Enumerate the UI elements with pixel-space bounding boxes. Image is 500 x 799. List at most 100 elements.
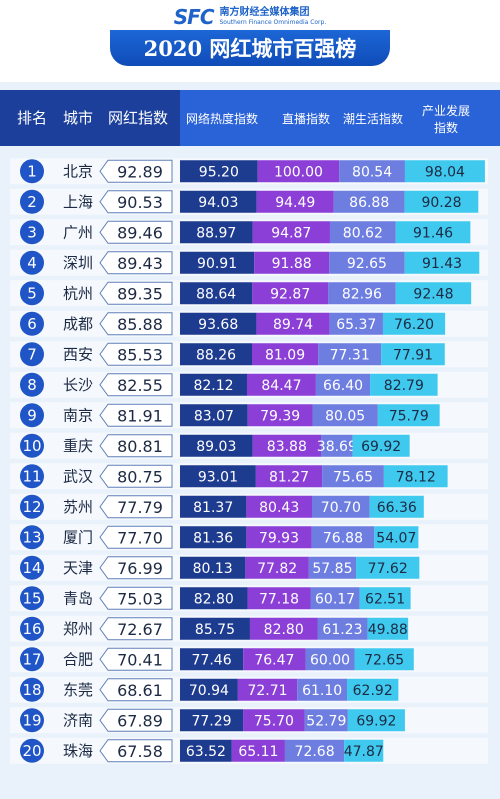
bar-live bbox=[249, 617, 318, 640]
bar-industry bbox=[377, 404, 440, 427]
bar-industry-label: 98.04 bbox=[425, 164, 465, 180]
rank-badge bbox=[20, 494, 44, 519]
bar-live bbox=[256, 190, 334, 213]
bar-live-label: 83.88 bbox=[267, 439, 307, 455]
bar-heat-label: 81.36 bbox=[193, 530, 233, 546]
index-value: 80.75 bbox=[117, 467, 163, 486]
bar-life-label: 52.79 bbox=[306, 713, 346, 729]
bar-life-label: 75.65 bbox=[333, 469, 373, 485]
bar-industry bbox=[359, 587, 411, 610]
city-label: 重庆 bbox=[63, 437, 93, 455]
index-tag bbox=[99, 434, 173, 458]
bar-heat-label: 81.37 bbox=[193, 500, 233, 516]
index-value: 89.35 bbox=[117, 284, 163, 303]
rank-label: 10 bbox=[22, 437, 41, 455]
bar-live-label: 94.87 bbox=[271, 225, 311, 241]
bar-heat-label: 85.75 bbox=[195, 622, 235, 638]
city-label: 厦门 bbox=[63, 528, 93, 546]
bar-life-label: 61.23 bbox=[322, 622, 362, 638]
index-value: 77.79 bbox=[117, 498, 163, 517]
index-tag bbox=[99, 403, 173, 427]
bar-live-label: 80.43 bbox=[259, 500, 299, 516]
bar-live-label: 79.93 bbox=[259, 530, 299, 546]
city-label: 合肥 bbox=[63, 650, 93, 668]
index-tag bbox=[99, 373, 173, 397]
bar-heat-label: 82.80 bbox=[194, 591, 234, 607]
bar-industry bbox=[404, 190, 479, 213]
city-label: 成都 bbox=[63, 315, 93, 333]
bar-industry-label: 90.28 bbox=[421, 195, 461, 211]
bar-live bbox=[243, 709, 305, 732]
index-tag bbox=[99, 495, 173, 519]
bar-life-label: 92.65 bbox=[347, 256, 387, 272]
rank-badge bbox=[20, 159, 44, 184]
city-label: 苏州 bbox=[63, 498, 93, 516]
bar-life bbox=[308, 556, 357, 579]
bar-life-label: 66.40 bbox=[323, 378, 363, 394]
header-industry-line2: 指数 bbox=[434, 120, 458, 135]
rank-badge bbox=[20, 677, 44, 702]
bar-live-label: 65.11 bbox=[238, 744, 278, 760]
bar-industry-label: 82.79 bbox=[384, 378, 424, 394]
bar-heat-label: 70.94 bbox=[189, 683, 229, 699]
bar-live-label: 72.71 bbox=[247, 683, 287, 699]
index-tag bbox=[99, 159, 173, 183]
rank-label: 5 bbox=[27, 284, 37, 302]
rank-label: 18 bbox=[22, 681, 41, 699]
bar-heat bbox=[180, 343, 253, 366]
rank-badge bbox=[20, 647, 44, 672]
bar-live bbox=[254, 251, 330, 274]
bar-industry-label: 54.07 bbox=[376, 530, 416, 546]
rank-label: 19 bbox=[22, 711, 41, 729]
rank-label: 9 bbox=[27, 406, 37, 424]
bar-live bbox=[246, 495, 312, 518]
index-value: 81.91 bbox=[117, 406, 163, 425]
bar-live-label: 89.74 bbox=[273, 317, 313, 333]
bar-heat-label: 88.64 bbox=[196, 286, 236, 302]
bar-heat bbox=[180, 678, 238, 701]
bar-life bbox=[311, 526, 375, 549]
rank-badge bbox=[20, 250, 44, 275]
city-label: 武汉 bbox=[63, 467, 93, 485]
bar-life-label: 70.70 bbox=[321, 500, 361, 516]
bar-heat bbox=[180, 312, 257, 335]
bar-live bbox=[252, 221, 330, 244]
bar-heat-label: 93.68 bbox=[198, 317, 238, 333]
bar-heat bbox=[180, 556, 246, 579]
column-header-metrics-bg bbox=[180, 90, 500, 146]
bar-heat-label: 88.97 bbox=[196, 225, 236, 241]
bar-heat bbox=[180, 526, 247, 549]
bar-industry-label: 77.91 bbox=[393, 347, 433, 363]
city-label: 北京 bbox=[63, 162, 93, 180]
bar-heat bbox=[180, 282, 253, 305]
rank-badge bbox=[20, 738, 44, 763]
index-tag bbox=[99, 251, 173, 275]
bar-industry bbox=[356, 556, 420, 579]
bar-live-label: 81.27 bbox=[269, 469, 309, 485]
index-tag bbox=[99, 312, 173, 336]
rank-badge bbox=[20, 616, 44, 641]
index-value: 75.03 bbox=[117, 589, 163, 608]
bar-heat-label: 77.29 bbox=[191, 713, 231, 729]
city-label: 杭州 bbox=[63, 284, 93, 302]
bar-live bbox=[231, 739, 285, 762]
header-heat: 网络热度指数 bbox=[186, 111, 258, 126]
rank-label: 4 bbox=[27, 254, 37, 272]
bar-industry-label: 91.43 bbox=[422, 256, 462, 272]
rank-badge bbox=[20, 464, 44, 489]
city-label: 上海 bbox=[63, 193, 93, 211]
index-tag bbox=[99, 617, 173, 641]
bar-industry bbox=[404, 160, 485, 183]
bar-life bbox=[329, 251, 405, 274]
bar-heat-label: 80.13 bbox=[193, 561, 233, 577]
rank-label: 14 bbox=[22, 559, 41, 577]
bar-life bbox=[329, 221, 396, 244]
bar-industry-label: 69.92 bbox=[356, 713, 396, 729]
bar-life-label: 77.31 bbox=[330, 347, 370, 363]
logo-text: 南方财经全媒体集团 Southern Finance Omnimedia Cor… bbox=[220, 8, 327, 26]
bar-life bbox=[312, 404, 378, 427]
rank-label: 13 bbox=[22, 528, 41, 546]
bar-industry bbox=[395, 221, 471, 244]
rank-label: 20 bbox=[22, 742, 41, 760]
bar-industry-label: 92.48 bbox=[413, 286, 453, 302]
